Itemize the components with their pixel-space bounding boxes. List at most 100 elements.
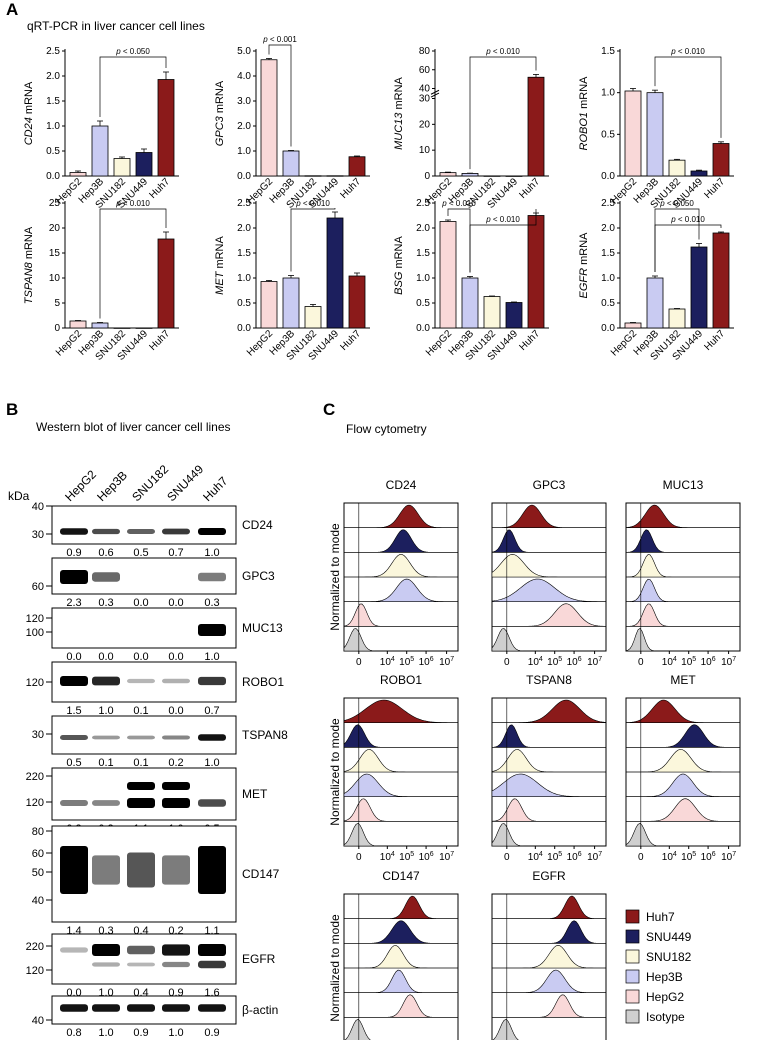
mw-marker-label: 60 <box>32 581 44 593</box>
quant-value: 0.0 <box>133 651 148 663</box>
histogram-snu449 <box>343 724 458 748</box>
legend-label: SNU182 <box>646 950 692 964</box>
histogram-huh7 <box>625 504 740 528</box>
significance-bracket <box>290 208 336 272</box>
histogram-isotype <box>491 628 606 652</box>
quant-value: 1.0 <box>168 1027 183 1039</box>
protein-label: MUC13 <box>242 621 283 635</box>
blot-frame <box>51 767 237 821</box>
band <box>198 676 226 686</box>
band <box>162 782 190 790</box>
bar <box>113 327 131 329</box>
y-axis-label: BSG mRNA <box>393 236 405 295</box>
band <box>60 947 88 953</box>
y-tick-label: 80 <box>419 46 431 57</box>
y-tick-label: 0.5 <box>416 298 430 309</box>
legend-label: Huh7 <box>646 910 675 924</box>
band <box>198 572 226 582</box>
legend-label: Isotype <box>646 1010 685 1024</box>
band <box>162 944 190 956</box>
quant-value: 0.6 <box>98 547 113 559</box>
y-tick-label: 1.0 <box>237 273 251 284</box>
band <box>198 528 226 535</box>
histogram-hep3b <box>343 773 458 797</box>
y-axis-label: CD24 mRNA <box>23 81 35 145</box>
category-label: Huh7 <box>702 176 727 201</box>
bar <box>461 173 479 177</box>
y-tick-label: 1.0 <box>601 88 615 99</box>
quant-value: 0.9 <box>133 1027 148 1039</box>
y-tick-label: 0.5 <box>601 129 615 140</box>
x-tick-label: 0 <box>356 852 362 863</box>
blot-muc13: 120 100 MUC13 0.0 0.0 0.0 0.0 1.0 <box>26 607 283 663</box>
band <box>127 798 155 808</box>
bar <box>712 232 730 329</box>
quant-value: 0.0 <box>168 597 183 609</box>
bar <box>624 322 642 329</box>
histogram-isotype <box>344 1019 371 1040</box>
band <box>127 962 155 967</box>
bar <box>483 296 501 329</box>
quant-value: 0.0 <box>66 651 81 663</box>
bar <box>690 246 708 329</box>
band <box>162 735 190 740</box>
blot-frame <box>51 933 237 985</box>
bar <box>69 320 87 329</box>
flow-y-label: Normalized to mode <box>330 523 342 631</box>
histogram-snu182 <box>344 554 458 578</box>
y-tick-label: 2.5 <box>46 46 60 57</box>
y-tick-label: 2.0 <box>416 223 430 234</box>
histogram-isotype <box>491 823 606 847</box>
histogram-snu449 <box>491 529 606 553</box>
y-tick-label: 0.0 <box>601 323 615 334</box>
protein-label: CD147 <box>242 867 280 881</box>
protein-label: ROBO1 <box>242 675 284 689</box>
mw-marker-label: 80 <box>32 826 44 838</box>
category-label: Huh7 <box>702 328 727 353</box>
protein-label: β-actin <box>242 1003 278 1017</box>
band <box>198 944 226 956</box>
flow-panel-title: MET <box>670 673 696 687</box>
bar <box>712 143 730 177</box>
histogram-snu182 <box>626 749 740 773</box>
bar <box>505 302 523 329</box>
mw-marker-label: 220 <box>26 941 44 953</box>
significance-bracket <box>654 224 722 272</box>
x-tick-label: 105 <box>399 656 414 668</box>
band <box>162 855 190 885</box>
quant-value: 0.2 <box>168 757 183 769</box>
x-tick-label: 104 <box>528 851 543 863</box>
quant-value: 0.3 <box>98 597 113 609</box>
significance-bracket <box>469 56 537 170</box>
bar <box>461 277 479 329</box>
y-tick-label: 0.0 <box>601 171 615 182</box>
flow-panel-robo1: ROBO1 0 104 105 106 107 <box>343 673 459 863</box>
y-tick-label: 10 <box>419 145 431 156</box>
y-tick-label: 0 <box>424 171 430 182</box>
histogram-snu449 <box>625 529 740 553</box>
quant-value: 2.3 <box>66 597 81 609</box>
p-value-label: p < 0.050 <box>659 199 694 208</box>
bar <box>646 92 664 177</box>
mw-marker-label: 40 <box>32 1015 44 1027</box>
x-tick-label: 105 <box>547 851 562 863</box>
lane-label: Hep3B <box>94 468 130 504</box>
mw-marker-label: 40 <box>32 895 44 907</box>
band <box>198 799 226 807</box>
histogram-hep3b <box>625 578 740 602</box>
band <box>162 798 190 808</box>
bar <box>624 90 642 177</box>
histogram-snu182 <box>344 945 458 969</box>
bar <box>260 59 278 177</box>
lane-label: SNU449 <box>164 462 206 504</box>
bar <box>668 159 686 177</box>
band <box>60 734 88 741</box>
histogram-snu449 <box>626 724 740 748</box>
band <box>92 855 120 885</box>
quant-value: 0.8 <box>66 1027 81 1039</box>
bar <box>326 217 344 329</box>
